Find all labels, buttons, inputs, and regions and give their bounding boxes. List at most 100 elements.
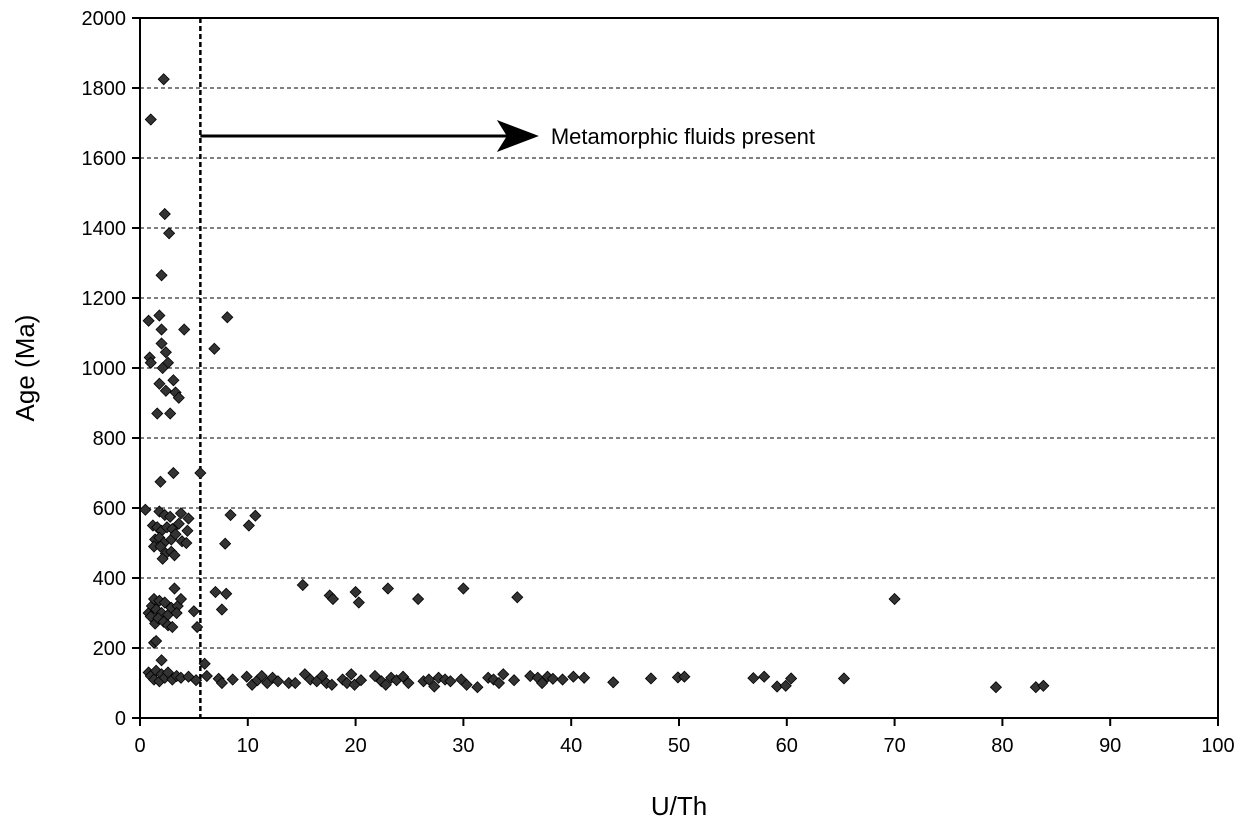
data-points	[139, 73, 1050, 694]
data-point	[198, 657, 211, 670]
data-point	[167, 374, 180, 387]
y-tick-label: 800	[93, 428, 126, 450]
data-point	[567, 670, 580, 683]
gridlines	[140, 87, 1218, 649]
x-tick-label: 40	[560, 735, 582, 757]
data-point	[182, 512, 195, 525]
data-point	[289, 676, 302, 690]
data-point	[189, 674, 203, 687]
x-tick-label: 0	[134, 735, 145, 757]
data-point	[221, 311, 234, 324]
data-point	[153, 309, 166, 322]
data-point	[325, 678, 338, 691]
data-point	[164, 407, 177, 420]
data-point	[187, 605, 200, 618]
data-point	[224, 508, 237, 522]
data-point	[747, 672, 760, 685]
data-point	[460, 678, 473, 691]
data-point	[168, 549, 181, 562]
data-point	[326, 592, 340, 606]
data-point	[888, 592, 901, 606]
data-point	[155, 337, 168, 350]
y-tick-label: 400	[93, 568, 126, 590]
y-tick-label: 2000	[82, 8, 127, 30]
data-point	[402, 676, 415, 690]
data-point	[157, 73, 170, 86]
data-point	[837, 672, 850, 685]
y-tick-label: 1000	[82, 358, 127, 380]
data-point	[163, 227, 176, 240]
data-point	[170, 606, 183, 620]
data-point	[220, 587, 233, 600]
data-point	[444, 675, 457, 688]
y-tick-label: 1400	[82, 218, 127, 240]
data-point	[155, 654, 168, 667]
data-point	[428, 680, 441, 693]
data-point	[144, 356, 157, 369]
data-point	[471, 681, 484, 694]
y-tick-label: 1600	[82, 148, 127, 170]
data-point	[209, 585, 222, 599]
data-point	[155, 269, 168, 282]
data-point	[556, 673, 569, 686]
x-tick-label: 20	[344, 735, 366, 757]
data-point	[457, 582, 470, 595]
x-tick-label: 60	[776, 735, 798, 757]
y-tick-label: 200	[93, 638, 126, 660]
axis-ticks: 0 200 400 600 800 1000 1200 1400 1600 1800 2000 0 10…	[82, 8, 1235, 757]
x-tick-label: 70	[883, 735, 905, 757]
data-point	[194, 466, 207, 480]
data-point	[381, 582, 395, 595]
data-point	[578, 671, 591, 684]
data-point	[156, 361, 169, 375]
data-point	[215, 603, 228, 616]
y-tick-label: 0	[115, 708, 126, 730]
data-point	[158, 207, 171, 221]
data-point	[154, 540, 167, 553]
data-point	[166, 620, 179, 634]
data-point	[181, 524, 194, 537]
data-point	[150, 634, 163, 648]
x-tick-label: 90	[1099, 735, 1121, 757]
data-point	[191, 620, 204, 634]
data-point	[989, 681, 1002, 694]
data-point	[271, 675, 285, 688]
data-point	[296, 578, 309, 592]
data-point	[779, 679, 792, 692]
data-point	[771, 680, 784, 693]
y-tick-label: 1800	[82, 78, 127, 100]
y-axis-title: Age (Ma)	[10, 315, 40, 422]
y-tick-label: 1200	[82, 288, 127, 310]
data-point	[607, 676, 620, 689]
data-point	[174, 592, 188, 606]
data-point	[379, 678, 392, 691]
data-point	[508, 674, 521, 687]
data-point	[208, 342, 221, 355]
x-tick-label: 10	[237, 735, 259, 757]
data-point	[159, 384, 172, 397]
data-point	[167, 466, 180, 480]
data-point	[172, 391, 185, 404]
data-point	[412, 592, 425, 606]
data-point	[345, 668, 358, 681]
data-point	[215, 676, 228, 690]
data-point	[492, 676, 506, 690]
data-point	[172, 517, 185, 530]
data-point	[497, 668, 510, 681]
data-point	[142, 314, 155, 327]
data-point	[159, 346, 172, 359]
x-axis-title: U/Th	[651, 791, 707, 820]
data-point	[219, 537, 232, 550]
data-point	[164, 510, 177, 523]
data-point	[156, 552, 169, 565]
data-point	[168, 582, 181, 595]
data-point	[200, 669, 213, 683]
data-point	[169, 528, 182, 541]
data-point	[1037, 679, 1050, 692]
annotation-arrowhead	[496, 120, 539, 152]
data-point	[349, 585, 362, 599]
data-point	[174, 507, 188, 520]
data-point	[153, 377, 166, 390]
data-point	[678, 670, 691, 683]
